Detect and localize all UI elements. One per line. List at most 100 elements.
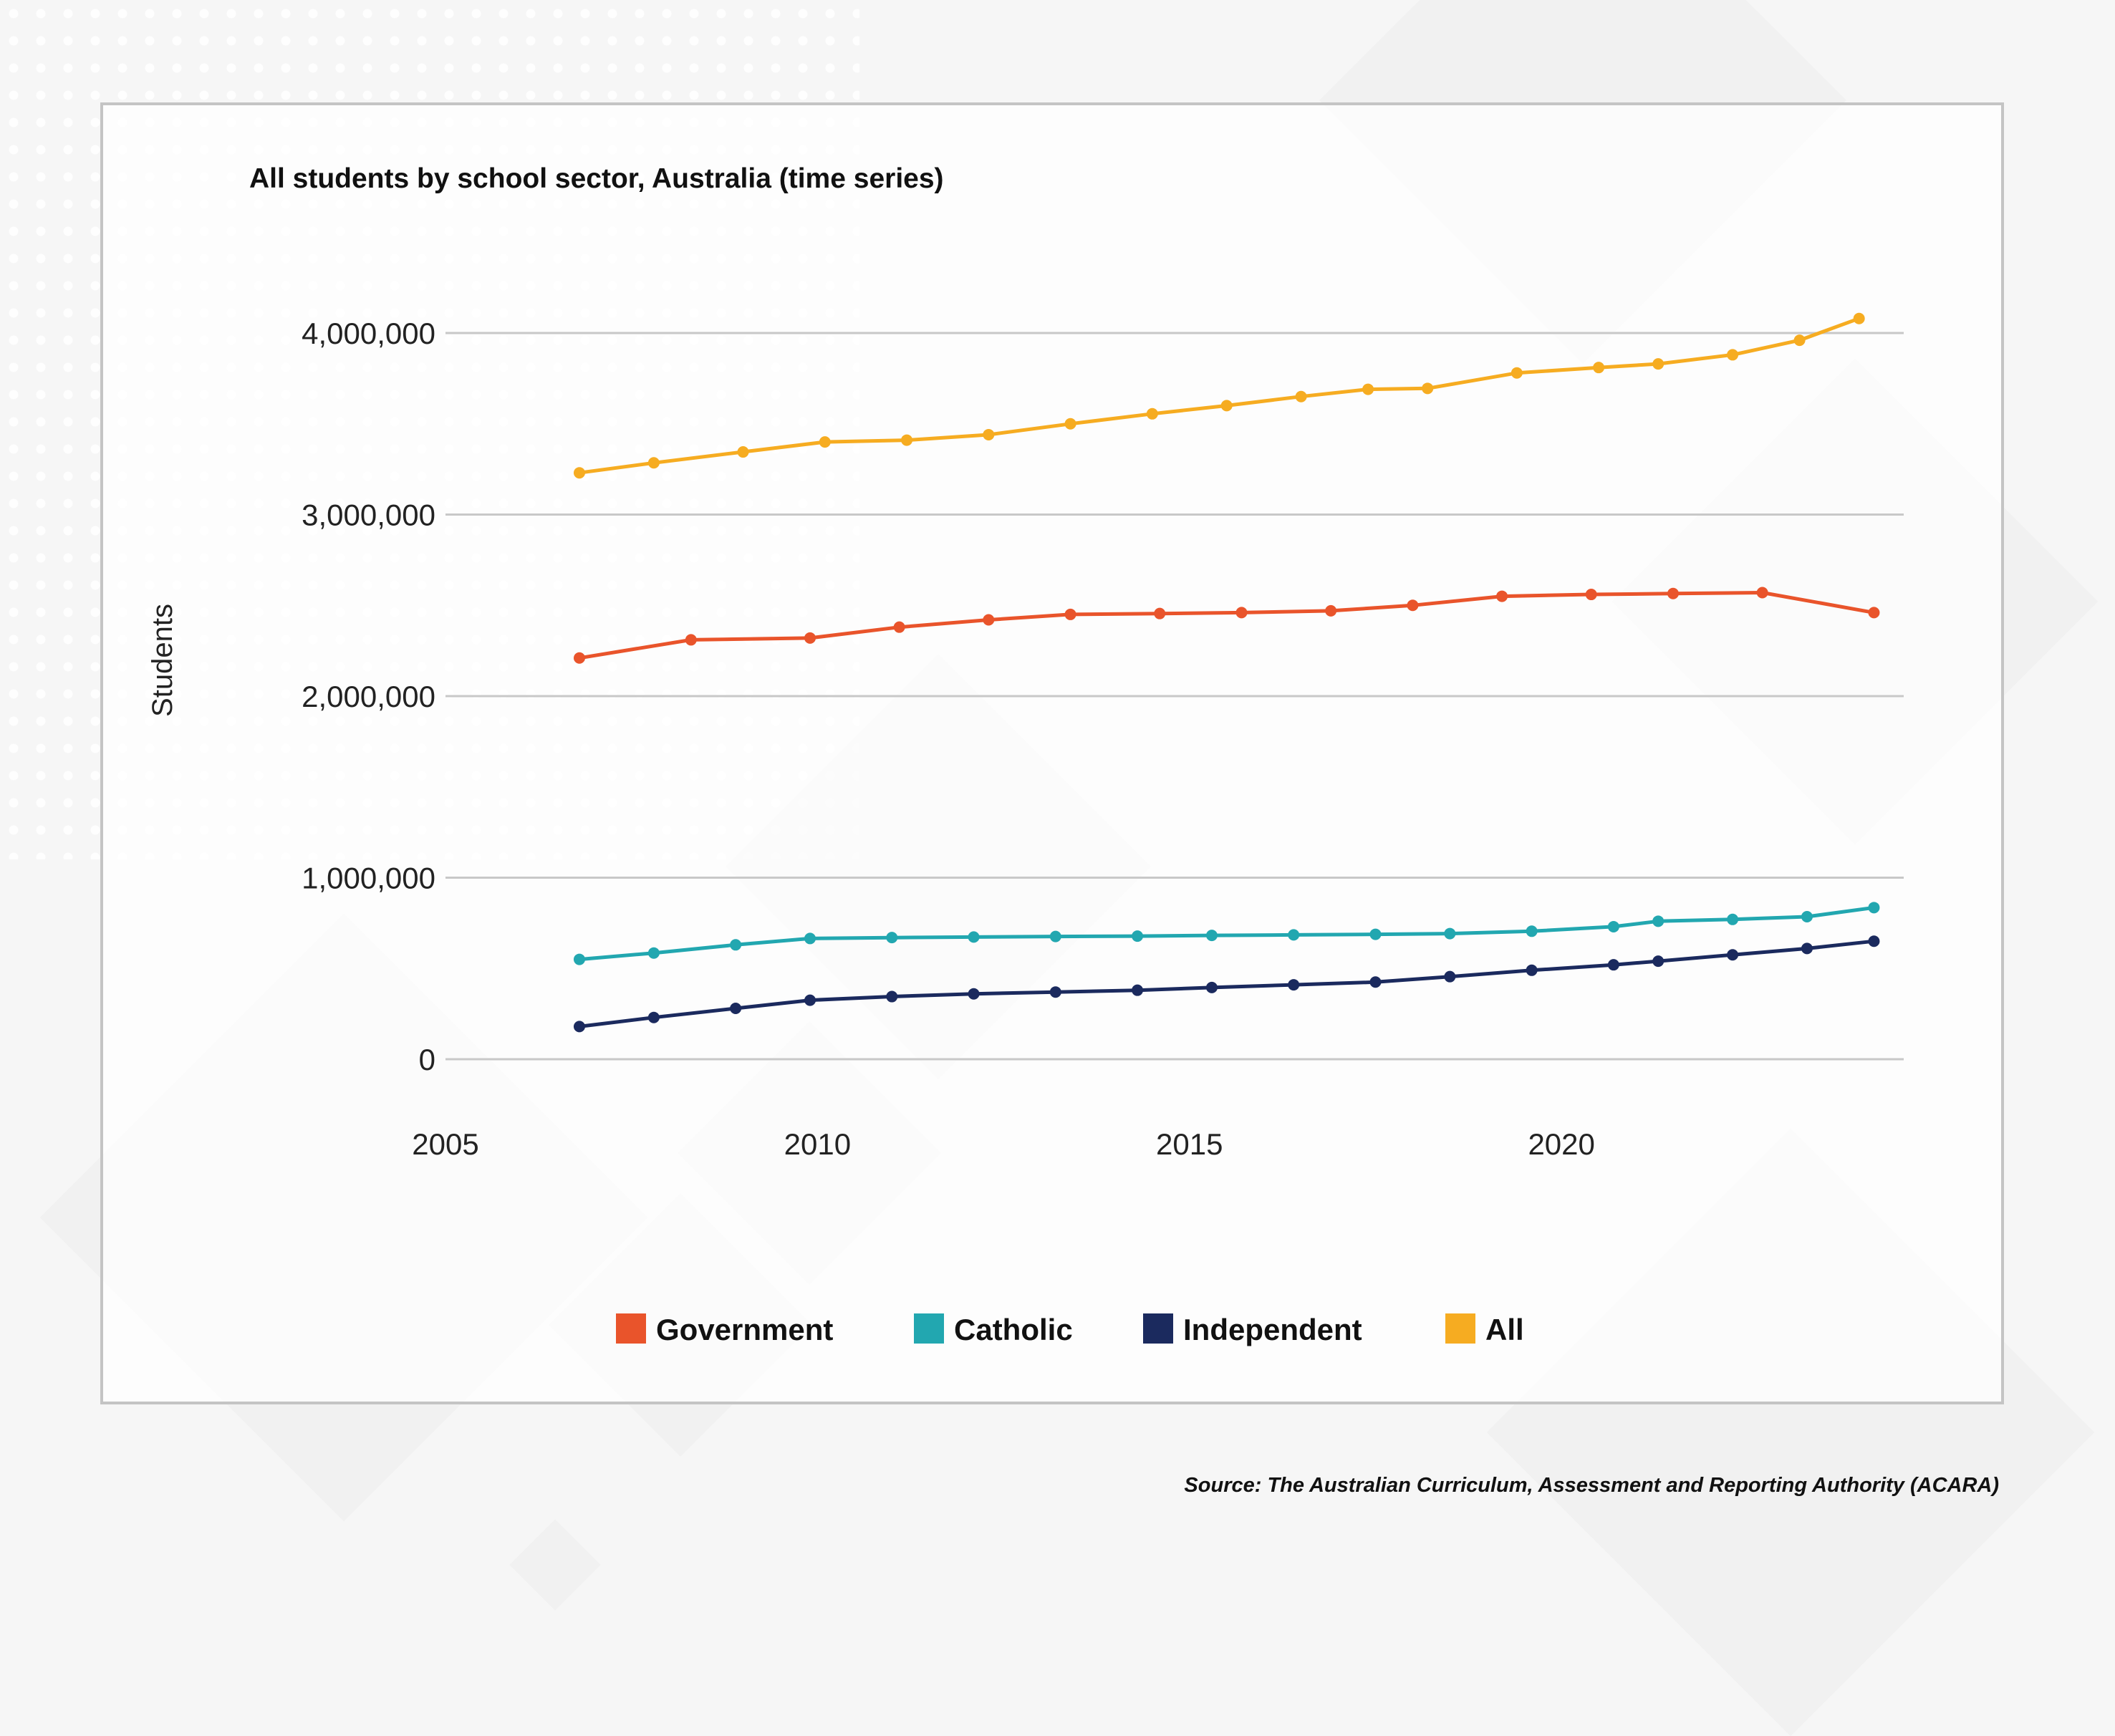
data-point-independent (1444, 970, 1456, 983)
data-point-all (901, 434, 913, 446)
x-tick-label: 2010 (784, 1127, 851, 1161)
data-point-all (1652, 358, 1664, 370)
data-point-government (804, 632, 816, 644)
data-point-catholic (1727, 913, 1739, 925)
data-point-catholic (573, 953, 585, 965)
legend-swatch-catholic (914, 1313, 944, 1344)
data-point-catholic (1444, 927, 1456, 940)
y-tick-label: 0 (419, 1043, 435, 1076)
data-point-all (647, 457, 660, 469)
data-point-independent (1132, 984, 1144, 996)
chart-panel (100, 102, 2004, 1404)
data-point-independent (1369, 976, 1382, 988)
data-point-catholic (1868, 902, 1880, 914)
data-point-all (1146, 408, 1158, 420)
data-point-all (1593, 362, 1605, 374)
y-axis-label: Students (147, 604, 178, 717)
data-point-all (1727, 349, 1739, 361)
y-tick-label: 4,000,000 (302, 317, 435, 350)
data-point-government (1154, 607, 1166, 619)
data-point-all (573, 467, 585, 479)
series-line-all (579, 317, 1860, 475)
data-point-independent (1607, 959, 1619, 971)
data-point-catholic (730, 939, 742, 951)
data-point-all (1853, 312, 1865, 324)
data-point-all (983, 428, 995, 440)
legend-label-government: Government (656, 1313, 833, 1346)
data-point-independent (1526, 964, 1538, 976)
data-point-catholic (968, 931, 980, 943)
data-point-all (1064, 418, 1076, 430)
data-point-catholic (1369, 928, 1382, 940)
x-tick-label: 2015 (1156, 1127, 1223, 1161)
data-point-catholic (804, 932, 816, 945)
data-point-independent (647, 1011, 660, 1023)
data-point-independent (1652, 955, 1664, 968)
data-point-government (1325, 604, 1337, 617)
data-point-government (685, 634, 697, 646)
series-line-catholic (579, 905, 1874, 962)
grid-lines (445, 332, 1904, 1061)
data-point-all (1362, 383, 1374, 395)
data-point-independent (968, 988, 980, 1000)
y-tick-label: 1,000,000 (302, 862, 435, 895)
data-point-government (1496, 590, 1508, 602)
legend-swatch-all (1445, 1313, 1475, 1344)
data-point-independent (886, 990, 898, 1003)
data-point-independent (573, 1021, 585, 1033)
data-point-independent (1727, 949, 1739, 961)
data-point-independent (1205, 981, 1218, 993)
data-point-all (737, 446, 749, 458)
line-chart: All students by school sector, Australia… (147, 163, 1904, 1346)
legend-label-independent: Independent (1183, 1313, 1362, 1346)
data-point-government (573, 652, 585, 664)
data-point-all (1422, 382, 1434, 395)
data-point-government (983, 614, 995, 626)
data-point-government (1235, 607, 1248, 619)
data-point-independent (1288, 979, 1300, 991)
legend-swatch-government (616, 1313, 646, 1344)
data-point-government (893, 621, 905, 633)
x-tick-label: 2005 (412, 1127, 478, 1161)
data-point-independent (1049, 986, 1061, 998)
data-point-all (1511, 367, 1523, 379)
data-point-all (1295, 390, 1307, 402)
source-note: Source: The Australian Curriculum, Asses… (1184, 1474, 1999, 1497)
data-point-independent (804, 994, 816, 1006)
data-point-all (1793, 334, 1806, 347)
series-line-independent (579, 939, 1874, 1028)
data-point-independent (730, 1003, 742, 1015)
legend: Government Catholic Independent All (616, 1313, 1524, 1346)
data-point-catholic (1205, 930, 1218, 942)
data-point-government (1667, 587, 1679, 599)
data-point-catholic (1049, 930, 1061, 942)
data-point-all (1220, 400, 1233, 412)
data-point-government (1868, 607, 1880, 619)
y-tick-label: 3,000,000 (302, 498, 435, 532)
legend-label-catholic: Catholic (954, 1313, 1073, 1346)
y-axis-ticks: 0 1,000,000 2,000,000 3,000,000 4,000,000 (302, 317, 435, 1076)
data-point-government (1407, 599, 1419, 612)
series-line-government (579, 591, 1874, 660)
series-lines (573, 312, 1880, 1033)
x-tick-label: 2020 (1528, 1127, 1594, 1161)
data-point-all (819, 436, 831, 448)
y-tick-label: 2,000,000 (302, 680, 435, 713)
data-point-government (1064, 608, 1076, 620)
data-point-catholic (886, 932, 898, 944)
legend-label-all: All (1485, 1313, 1524, 1346)
data-point-catholic (647, 947, 660, 959)
data-point-catholic (1526, 925, 1538, 937)
data-point-catholic (1652, 915, 1664, 927)
data-point-catholic (1288, 929, 1300, 941)
data-point-independent (1801, 942, 1813, 955)
data-point-government (1756, 587, 1768, 599)
data-point-catholic (1607, 920, 1619, 932)
data-point-catholic (1801, 911, 1813, 923)
x-axis-ticks: 2005 2010 2015 2020 (412, 1127, 1595, 1161)
data-point-catholic (1132, 930, 1144, 942)
chart-title: All students by school sector, Australia… (249, 163, 944, 194)
data-point-government (1585, 589, 1597, 601)
data-point-independent (1868, 935, 1880, 947)
legend-swatch-independent (1143, 1313, 1173, 1344)
